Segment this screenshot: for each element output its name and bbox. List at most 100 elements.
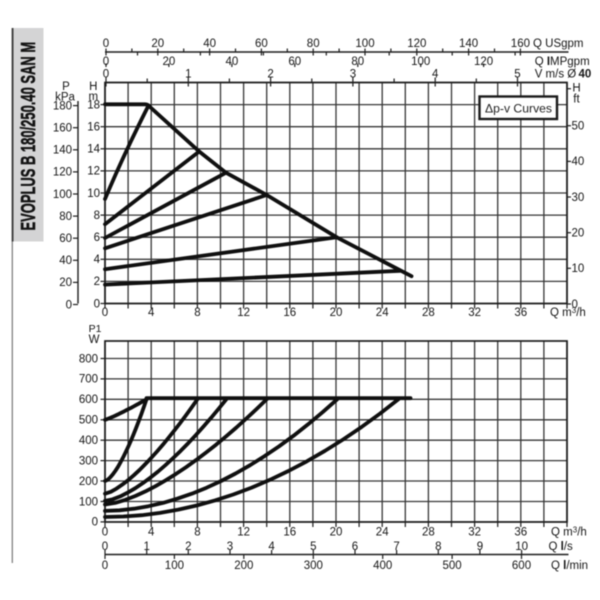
svg-text:12: 12: [87, 166, 100, 178]
svg-text:0: 0: [102, 527, 108, 539]
svg-text:160: 160: [511, 38, 530, 50]
svg-text:20: 20: [330, 307, 343, 319]
svg-text:0: 0: [102, 307, 108, 319]
svg-text:8: 8: [94, 210, 100, 222]
svg-text:60: 60: [59, 233, 72, 245]
svg-text:80: 80: [351, 56, 364, 68]
svg-text:10: 10: [572, 263, 585, 275]
svg-text:300: 300: [304, 560, 323, 572]
svg-text:0: 0: [66, 299, 72, 311]
svg-text:20: 20: [330, 527, 343, 539]
svg-text:600: 600: [512, 560, 531, 572]
svg-text:120: 120: [53, 167, 72, 179]
svg-text:Q l/s: Q l/s: [549, 541, 574, 553]
svg-text:V m/s Ø 40: V m/s Ø 40: [535, 69, 592, 81]
svg-text:0: 0: [102, 560, 108, 572]
svg-text:20: 20: [572, 228, 585, 240]
svg-text:20: 20: [163, 56, 176, 68]
svg-text:m: m: [89, 91, 99, 103]
svg-text:18: 18: [87, 99, 100, 111]
svg-text:Q IMPgpm: Q IMPgpm: [535, 56, 590, 68]
svg-text:400: 400: [373, 560, 392, 572]
svg-text:32: 32: [468, 307, 481, 319]
svg-text:8: 8: [194, 307, 200, 319]
svg-text:100: 100: [355, 38, 374, 50]
svg-text:800: 800: [79, 353, 98, 365]
svg-text:100: 100: [165, 560, 184, 572]
svg-text:500: 500: [443, 560, 462, 572]
svg-text:60: 60: [288, 56, 301, 68]
svg-text:0: 0: [103, 38, 109, 50]
svg-text:600: 600: [79, 394, 98, 406]
svg-text:32: 32: [468, 527, 481, 539]
svg-text:4: 4: [268, 541, 275, 553]
svg-text:P: P: [62, 81, 70, 93]
svg-text:300: 300: [79, 455, 98, 467]
svg-text:20: 20: [59, 277, 72, 289]
svg-text:40: 40: [59, 255, 72, 267]
svg-text:4: 4: [148, 307, 155, 319]
svg-text:14: 14: [87, 144, 100, 156]
svg-text:50: 50: [572, 121, 585, 133]
svg-text:4: 4: [94, 254, 101, 266]
svg-text:120: 120: [407, 38, 426, 50]
svg-text:140: 140: [53, 145, 72, 157]
svg-text:H: H: [89, 81, 97, 93]
svg-text:5: 5: [310, 541, 316, 553]
svg-text:Δp-v Curves: Δp-v Curves: [485, 101, 552, 115]
svg-text:Q l/min: Q l/min: [551, 560, 588, 572]
svg-text:24: 24: [376, 527, 389, 539]
svg-text:6: 6: [94, 232, 100, 244]
svg-text:P1: P1: [89, 323, 102, 335]
svg-text:40: 40: [572, 156, 585, 168]
svg-text:140: 140: [459, 38, 478, 50]
svg-text:36: 36: [514, 307, 527, 319]
svg-text:2: 2: [94, 276, 100, 288]
svg-text:kPa: kPa: [55, 92, 75, 104]
svg-text:7: 7: [393, 541, 399, 553]
svg-text:40: 40: [203, 38, 216, 50]
svg-text:0: 0: [92, 517, 98, 529]
svg-text:200: 200: [79, 476, 98, 488]
svg-text:100: 100: [411, 56, 430, 68]
svg-text:3: 3: [227, 541, 233, 553]
svg-text:700: 700: [79, 374, 98, 386]
svg-text:0: 0: [103, 56, 109, 68]
svg-text:9: 9: [477, 541, 483, 553]
svg-text:36: 36: [514, 527, 527, 539]
svg-text:16: 16: [283, 307, 296, 319]
svg-text:60: 60: [255, 38, 268, 50]
svg-text:1: 1: [143, 541, 149, 553]
svg-text:Q m3/h: Q m3/h: [550, 306, 586, 319]
svg-text:ft: ft: [573, 94, 580, 106]
svg-text:5: 5: [514, 69, 520, 81]
svg-text:EVOPLUS B 180/250.40 SAN M: EVOPLUS B 180/250.40 SAN M: [17, 42, 40, 231]
svg-text:2: 2: [267, 69, 273, 81]
svg-text:3: 3: [350, 69, 356, 81]
svg-text:6: 6: [352, 541, 358, 553]
svg-text:0: 0: [103, 69, 109, 81]
svg-text:80: 80: [59, 211, 72, 223]
svg-text:24: 24: [376, 307, 389, 319]
svg-text:40: 40: [226, 56, 239, 68]
svg-text:10: 10: [87, 188, 100, 200]
svg-text:100: 100: [53, 189, 72, 201]
svg-text:160: 160: [53, 123, 72, 135]
svg-text:0: 0: [94, 298, 100, 310]
svg-text:0: 0: [572, 299, 578, 311]
svg-text:16: 16: [283, 527, 296, 539]
svg-text:8: 8: [435, 541, 441, 553]
svg-text:180: 180: [53, 100, 72, 112]
svg-text:Q m3/h: Q m3/h: [551, 526, 587, 539]
svg-text:4: 4: [148, 527, 155, 539]
svg-text:12: 12: [237, 527, 250, 539]
svg-text:200: 200: [234, 560, 253, 572]
svg-text:8: 8: [194, 527, 200, 539]
svg-text:28: 28: [422, 527, 435, 539]
svg-text:120: 120: [474, 56, 493, 68]
svg-text:2: 2: [185, 541, 191, 553]
svg-text:400: 400: [79, 435, 98, 447]
svg-text:10: 10: [515, 541, 528, 553]
svg-text:4: 4: [432, 69, 439, 81]
svg-text:30: 30: [572, 192, 585, 204]
